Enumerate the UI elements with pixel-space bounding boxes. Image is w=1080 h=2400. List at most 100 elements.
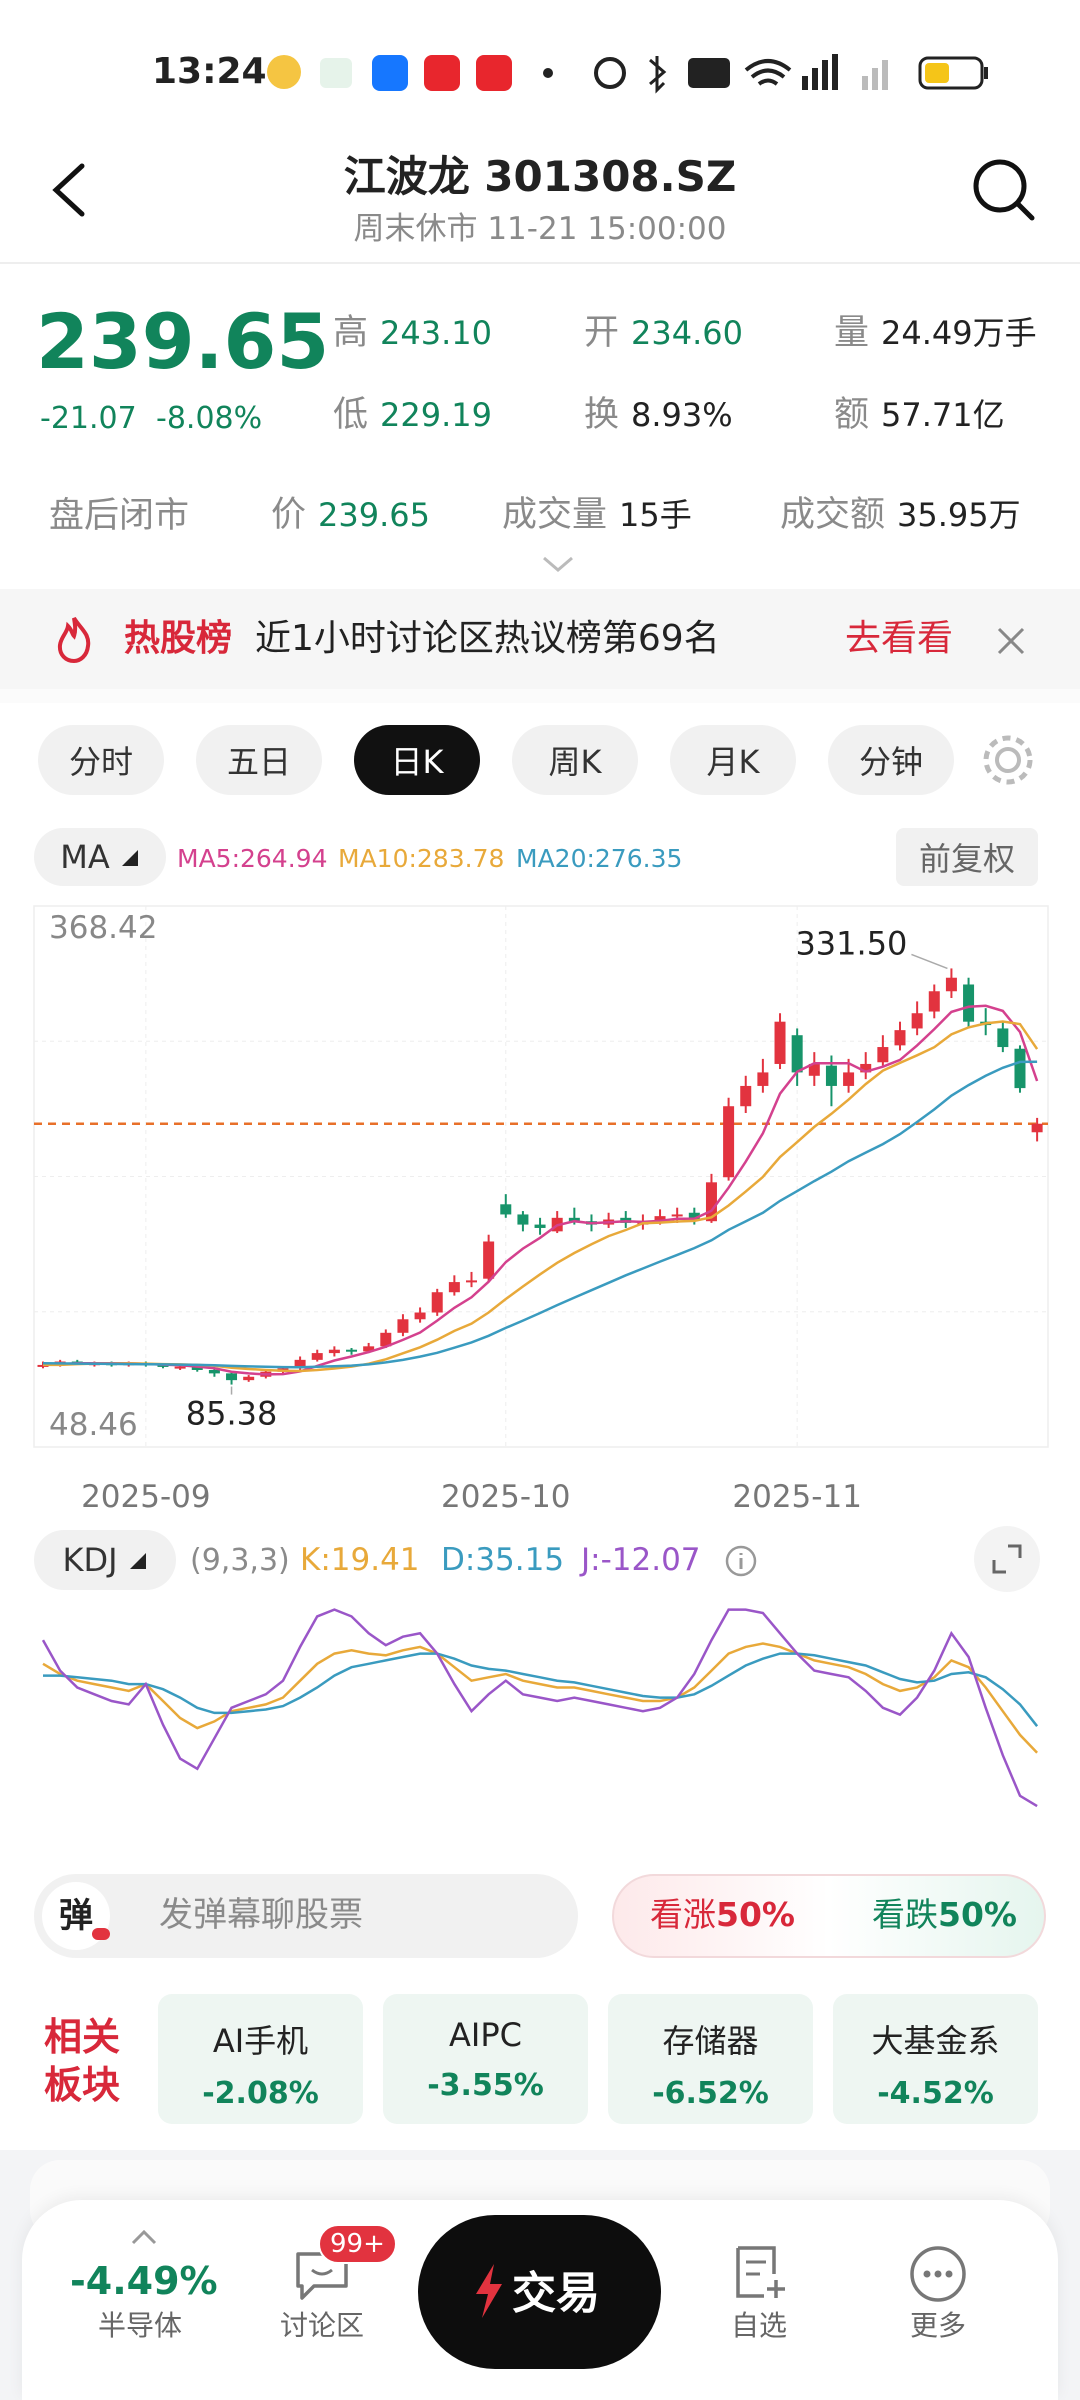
sector-change: -2.08%: [202, 2076, 319, 2111]
last-price: 239.65: [36, 297, 330, 386]
bull-pct: 50%: [716, 1895, 795, 1934]
after-hours-status: 盘后闭市: [49, 496, 190, 536]
stat: 换 8.93%: [584, 398, 733, 433]
sector-name: AIPC: [449, 2016, 522, 2054]
candle-body: [208, 1369, 220, 1374]
candle-body: [654, 1216, 666, 1222]
candle-body: [877, 1047, 889, 1063]
triangle: [129, 1553, 146, 1569]
period-tab[interactable]: 五日: [196, 725, 322, 795]
ma-label: MA: [60, 838, 110, 876]
danmu-input[interactable]: [34, 1874, 578, 1958]
candle-body: [945, 977, 957, 992]
banner-text: 近1小时讨论区热议榜第69名: [255, 618, 720, 659]
sector-card[interactable]: AI手机 -2.08%: [158, 1994, 363, 2124]
sector-name[interactable]: 半导体: [97, 2309, 182, 2342]
candle-body: [483, 1241, 495, 1279]
candle-body: [808, 1063, 820, 1076]
info-icon[interactable]: [724, 1544, 758, 1578]
after-hours-item: 价 239.65: [271, 498, 430, 533]
ma-legend-item: MA5:264.94: [177, 844, 328, 873]
candle-body: [294, 1359, 306, 1369]
item-value: 15手: [619, 496, 692, 534]
bull-vote[interactable]: 看涨50%: [650, 1898, 795, 1931]
item-value: 239.65: [318, 496, 430, 534]
candle-body: [534, 1224, 546, 1228]
lightning-icon: [476, 2264, 502, 2318]
ma-line: [43, 1020, 1039, 1373]
trade-button[interactable]: [418, 2215, 661, 2369]
sector-name: 大基金系: [871, 2022, 1000, 2060]
candle-body: [414, 1312, 426, 1320]
stat-label: 量: [834, 313, 870, 353]
period-tab[interactable]: 分时: [38, 725, 164, 795]
annotation-leader: [911, 953, 948, 970]
watchlist-label[interactable]: 自选: [730, 2309, 787, 2342]
candle-body: [174, 1366, 186, 1369]
triangle: [121, 850, 138, 866]
stat-value: 8.93%: [631, 396, 733, 434]
kdj-params: (9,3,3): [190, 1543, 290, 1578]
candle-body: [774, 1021, 786, 1064]
discuss-badge: 99+: [318, 2224, 397, 2264]
period-tab[interactable]: 日K: [354, 725, 480, 795]
watchlist-icon: [736, 2246, 785, 2298]
ma-selector[interactable]: MA: [34, 828, 166, 886]
stat: 高 243.10: [333, 316, 492, 351]
kdj-legend-item: K:19.41: [300, 1542, 420, 1578]
stat-label: 换: [584, 395, 620, 435]
bear-vote[interactable]: 看跌50%: [872, 1898, 1017, 1931]
stat-label: 高: [333, 313, 369, 353]
sector-card[interactable]: 大基金系 -4.52%: [833, 1994, 1038, 2124]
back-button[interactable]: [46, 160, 92, 220]
period-tab[interactable]: 周K: [512, 725, 638, 795]
more-label[interactable]: 更多: [909, 2309, 966, 2342]
candle-body: [346, 1349, 358, 1352]
search-button[interactable]: [968, 154, 1038, 224]
candle-body: [705, 1182, 717, 1222]
sector-change[interactable]: -4.49%: [70, 2259, 218, 2303]
sector-change: -4.52%: [877, 2076, 994, 2111]
candle-body: [448, 1282, 460, 1293]
fullscreen-button[interactable]: [974, 1526, 1040, 1592]
adjust-button[interactable]: 前复权: [896, 828, 1038, 886]
ma-line: [42, 1060, 1038, 1369]
candle-body: [740, 1085, 752, 1107]
fire-icon: [57, 616, 91, 664]
close-banner[interactable]: [996, 626, 1026, 656]
after-hours-item: 成交额 35.95万: [780, 498, 1021, 533]
sector-change: -3.55%: [427, 2068, 544, 2103]
stat-value: 234.60: [631, 314, 743, 352]
sector-card[interactable]: 存储器 -6.52%: [608, 1994, 813, 2124]
bear-pct: 50%: [938, 1895, 1017, 1934]
candle-body: [243, 1376, 255, 1381]
danmu-toggle: [92, 1928, 110, 1940]
discuss-label[interactable]: 讨论区: [279, 2309, 364, 2342]
banner-action[interactable]: 去看看: [845, 618, 954, 659]
x-tick-label: 2025-09: [81, 1479, 211, 1515]
stat-value: 24.49万手: [881, 314, 1037, 352]
stat-label: 低: [333, 395, 369, 435]
bull-label: 看涨: [650, 1895, 716, 1934]
item-label: 价: [271, 495, 307, 535]
status-time: 13:24: [152, 51, 267, 92]
ma-legend-item: MA20:276.35: [516, 844, 683, 873]
candle-body: [397, 1319, 409, 1333]
stat: 开 234.60: [584, 316, 743, 351]
period-tab[interactable]: 分钟: [828, 725, 954, 795]
candle-body: [963, 984, 975, 1022]
candle-body: [723, 1106, 735, 1178]
candle-body: [431, 1292, 443, 1313]
gap: [0, 689, 1080, 703]
kdj-selector[interactable]: KDJ: [34, 1530, 176, 1590]
period-tab[interactable]: 月K: [670, 725, 796, 795]
settings-button[interactable]: [978, 730, 1038, 790]
ma-legend-item: MA10:283.78: [338, 844, 505, 873]
sector-name: AI手机: [212, 2022, 309, 2060]
candle-body: [688, 1212, 700, 1220]
candle-body: [328, 1349, 340, 1354]
hot-banner[interactable]: [0, 589, 1080, 689]
expand-chevron[interactable]: [540, 554, 576, 574]
sector-card[interactable]: AIPC -3.55%: [383, 1994, 588, 2124]
